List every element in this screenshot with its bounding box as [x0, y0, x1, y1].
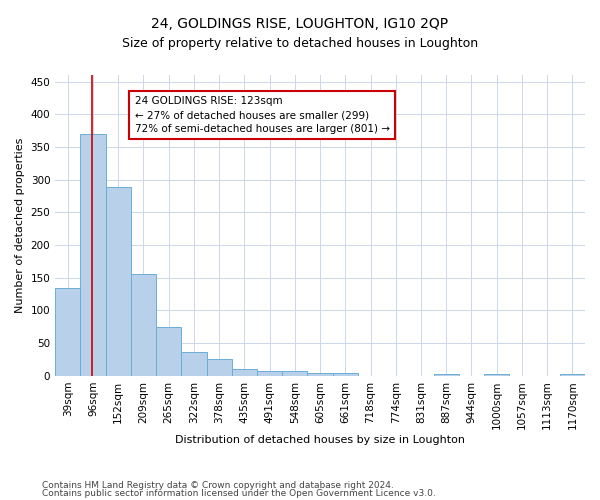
Text: Contains public sector information licensed under the Open Government Licence v3: Contains public sector information licen…: [42, 488, 436, 498]
Bar: [257, 370, 282, 376]
Bar: [484, 374, 509, 376]
Bar: [156, 327, 181, 376]
Bar: [232, 368, 257, 376]
Bar: [282, 372, 307, 376]
Text: 24 GOLDINGS RISE: 123sqm
← 27% of detached houses are smaller (299)
72% of semi-: 24 GOLDINGS RISE: 123sqm ← 27% of detach…: [134, 96, 389, 134]
Bar: [307, 372, 332, 376]
Text: Contains HM Land Registry data © Crown copyright and database right 2024.: Contains HM Land Registry data © Crown c…: [42, 481, 394, 490]
Bar: [131, 274, 156, 376]
Bar: [206, 360, 232, 376]
Text: 24, GOLDINGS RISE, LOUGHTON, IG10 2QP: 24, GOLDINGS RISE, LOUGHTON, IG10 2QP: [151, 18, 449, 32]
Bar: [181, 352, 206, 376]
X-axis label: Distribution of detached houses by size in Loughton: Distribution of detached houses by size …: [175, 435, 465, 445]
Y-axis label: Number of detached properties: Number of detached properties: [15, 138, 25, 313]
Bar: [332, 373, 358, 376]
Bar: [106, 188, 131, 376]
Bar: [560, 374, 585, 376]
Bar: [80, 134, 106, 376]
Bar: [55, 288, 80, 376]
Bar: [434, 374, 459, 376]
Text: Size of property relative to detached houses in Loughton: Size of property relative to detached ho…: [122, 38, 478, 51]
